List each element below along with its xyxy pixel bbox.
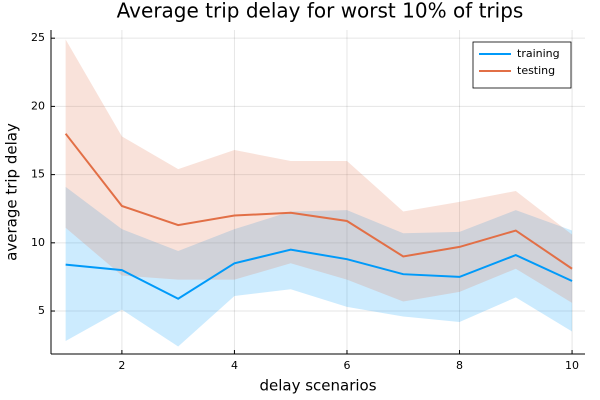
y-tick-label: 5	[38, 304, 45, 317]
x-tick-label: 8	[456, 359, 463, 372]
y-tick-label: 15	[31, 168, 45, 181]
band	[65, 39, 573, 303]
y-tick-label: 10	[31, 236, 45, 249]
line	[65, 248, 573, 300]
y-axis-label: average trip delay	[3, 123, 21, 261]
legend-box	[472, 41, 572, 89]
x-tick-label: 10	[565, 359, 579, 372]
x-tick-label: 4	[231, 359, 238, 372]
band	[65, 186, 573, 347]
line	[64, 133, 573, 270]
x-axis-label: delay scenarios	[259, 377, 376, 395]
chart-title: Average trip delay for worst 10% of trip…	[117, 0, 524, 23]
y-tick-label: 20	[31, 99, 45, 112]
x-tick-label: 2	[118, 359, 125, 372]
y-tick-label: 25	[31, 31, 45, 44]
x-tick-label: 6	[343, 359, 350, 372]
legend-label: testing	[517, 64, 555, 77]
legend-label: training	[517, 47, 560, 60]
